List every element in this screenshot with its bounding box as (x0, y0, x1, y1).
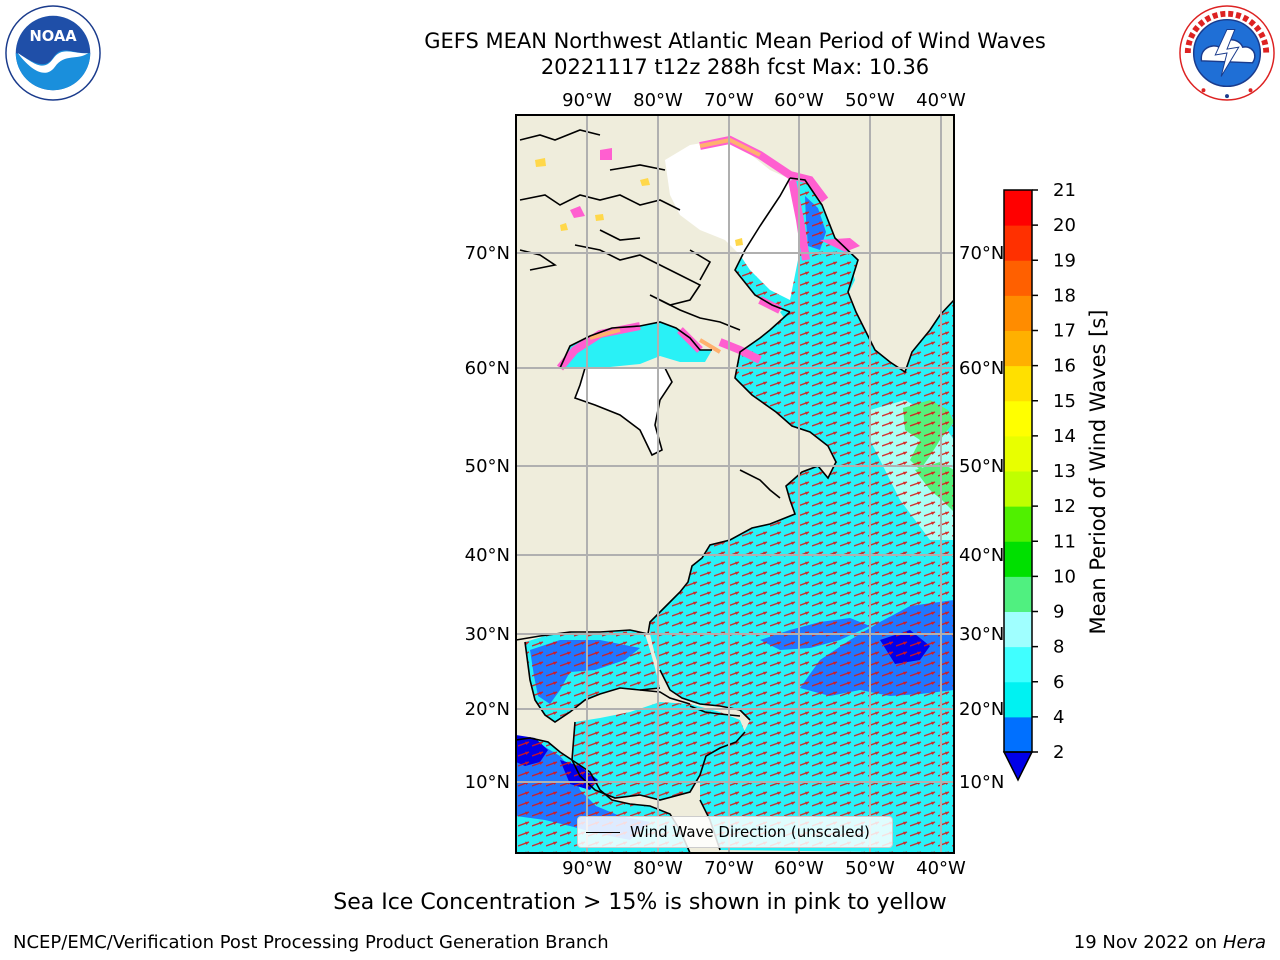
colorbar-segment (1004, 330, 1032, 367)
lon-label: 80°W (633, 858, 683, 879)
colorbar-tick-label: 8 (1053, 637, 1064, 658)
lat-label: 40°N (959, 545, 1004, 566)
wind-wave-arrows (650, 178, 954, 853)
lon-label: 80°W (633, 90, 683, 111)
footer-date: 19 Nov 2022 on Hera (1074, 932, 1266, 953)
map-legend: Wind Wave Direction (unscaled) (577, 816, 893, 848)
map-frame (515, 114, 955, 854)
colorbar-tick-label: 4 (1053, 707, 1064, 728)
colorbar-tick-label: 10 (1053, 566, 1076, 587)
colorbar-segment (1004, 400, 1032, 437)
lon-label: 40°W (916, 90, 966, 111)
lat-label: 60°N (959, 358, 1004, 379)
colorbar-segment (1004, 190, 1032, 226)
colorbar-tick-label: 13 (1053, 461, 1076, 482)
colorbar-extend-arrow (1002, 751, 1034, 782)
lon-label: 60°W (774, 90, 824, 111)
colorbar-tick-label: 18 (1053, 285, 1076, 306)
colorbar-segment (1004, 541, 1032, 577)
footer-machine: Hera (1222, 932, 1266, 953)
lon-label: 90°W (562, 858, 612, 879)
footer-credit: NCEP/EMC/Verification Post Processing Pr… (13, 932, 609, 953)
sea-ice-small (820, 238, 860, 252)
colorbar-tick-label: 21 (1053, 180, 1076, 201)
sea-ice-arctic (665, 140, 800, 300)
legend-label: Wind Wave Direction (unscaled) (630, 823, 870, 841)
lat-label: 70°N (465, 243, 510, 264)
lat-label: 50°N (959, 456, 1004, 477)
colorbar-tick-label: 2 (1053, 742, 1064, 763)
sea-ice-note: Sea Ice Concentration > 15% is shown in … (333, 890, 947, 915)
lon-label: 70°W (704, 858, 754, 879)
hudson-bay-area (575, 368, 672, 455)
lat-labels-right: 70°N 60°N 50°N 40°N 30°N 20°N 10°N (959, 243, 1004, 793)
colorbar-segment (1004, 260, 1032, 296)
noaa-logo-text: NOAA (29, 28, 77, 45)
colorbar-segment (1004, 471, 1032, 507)
nws-logo (1179, 5, 1275, 101)
colorbar-tick-label: 14 (1053, 426, 1076, 447)
colorbar-segment (1004, 611, 1032, 648)
colorbar-tick-label: 15 (1053, 391, 1076, 412)
colorbar-segment (1004, 576, 1032, 612)
lon-label: 70°W (704, 90, 754, 111)
colorbar-tick-label: 19 (1053, 250, 1076, 271)
colorbar-tick-label: 16 (1053, 356, 1076, 377)
lat-label: 10°N (959, 772, 1004, 793)
noaa-logo: NOAA (5, 5, 101, 101)
colorbar-segment (1004, 506, 1032, 542)
lat-label: 20°N (959, 699, 1004, 720)
lat-label: 50°N (465, 456, 510, 477)
colorbar-segment (1004, 646, 1032, 683)
lat-label: 60°N (465, 358, 510, 379)
lon-label: 90°W (562, 90, 612, 111)
chart-title: GEFS MEAN Northwest Atlantic Mean Period… (424, 29, 1046, 53)
colorbar-segment (1004, 365, 1032, 402)
sea-ice-small-2 (570, 148, 612, 218)
colorbar-segment (1004, 225, 1032, 261)
colorbar-segment (1004, 435, 1032, 472)
lon-label: 40°W (916, 858, 966, 879)
colorbar-tick-label: 6 (1053, 672, 1064, 693)
colorbar-segment (1004, 295, 1032, 331)
lat-label: 30°N (959, 624, 1004, 645)
colorbar: 2 4 6 8 9 10 11 12 13 14 15 16 17 18 19 20 21 (1002, 180, 1076, 782)
coastlines (516, 129, 954, 853)
graticule (516, 115, 954, 853)
lat-label: 30°N (465, 624, 510, 645)
chart-subtitle: 20221117 t12z 288h fcst Max: 10.36 (540, 55, 930, 79)
colorbar-tick-label: 20 (1053, 215, 1076, 236)
lat-label: 40°N (465, 545, 510, 566)
lat-label: 10°N (465, 772, 510, 793)
colorbar-segment (1004, 716, 1032, 753)
wind-wave-arrows-gulf (516, 630, 745, 853)
lon-label: 50°W (845, 90, 895, 111)
lon-labels-bottom: 90°W 80°W 70°W 60°W 50°W 40°W (562, 858, 966, 879)
footer-date-text: 19 Nov 2022 on (1073, 932, 1218, 953)
lon-label: 60°W (774, 858, 824, 879)
colorbar-tick-label: 9 (1053, 602, 1064, 623)
colorbar-tick-label: 11 (1053, 531, 1076, 552)
colorbar-tick-label: 12 (1053, 496, 1076, 517)
lat-labels-left: 70°N 60°N 50°N 40°N 30°N 20°N 10°N (465, 243, 510, 793)
lon-labels-top: 90°W 80°W 70°W 60°W 50°W 40°W (562, 90, 966, 111)
legend-line-sample (586, 832, 620, 833)
colorbar-label: Mean Period of Wind Waves [s] (1086, 310, 1110, 635)
lon-label: 50°W (845, 858, 895, 879)
lat-label: 70°N (959, 243, 1004, 264)
colorbar-tick-label: 17 (1053, 321, 1076, 342)
lat-label: 20°N (465, 699, 510, 720)
colorbar-segment (1004, 681, 1032, 718)
